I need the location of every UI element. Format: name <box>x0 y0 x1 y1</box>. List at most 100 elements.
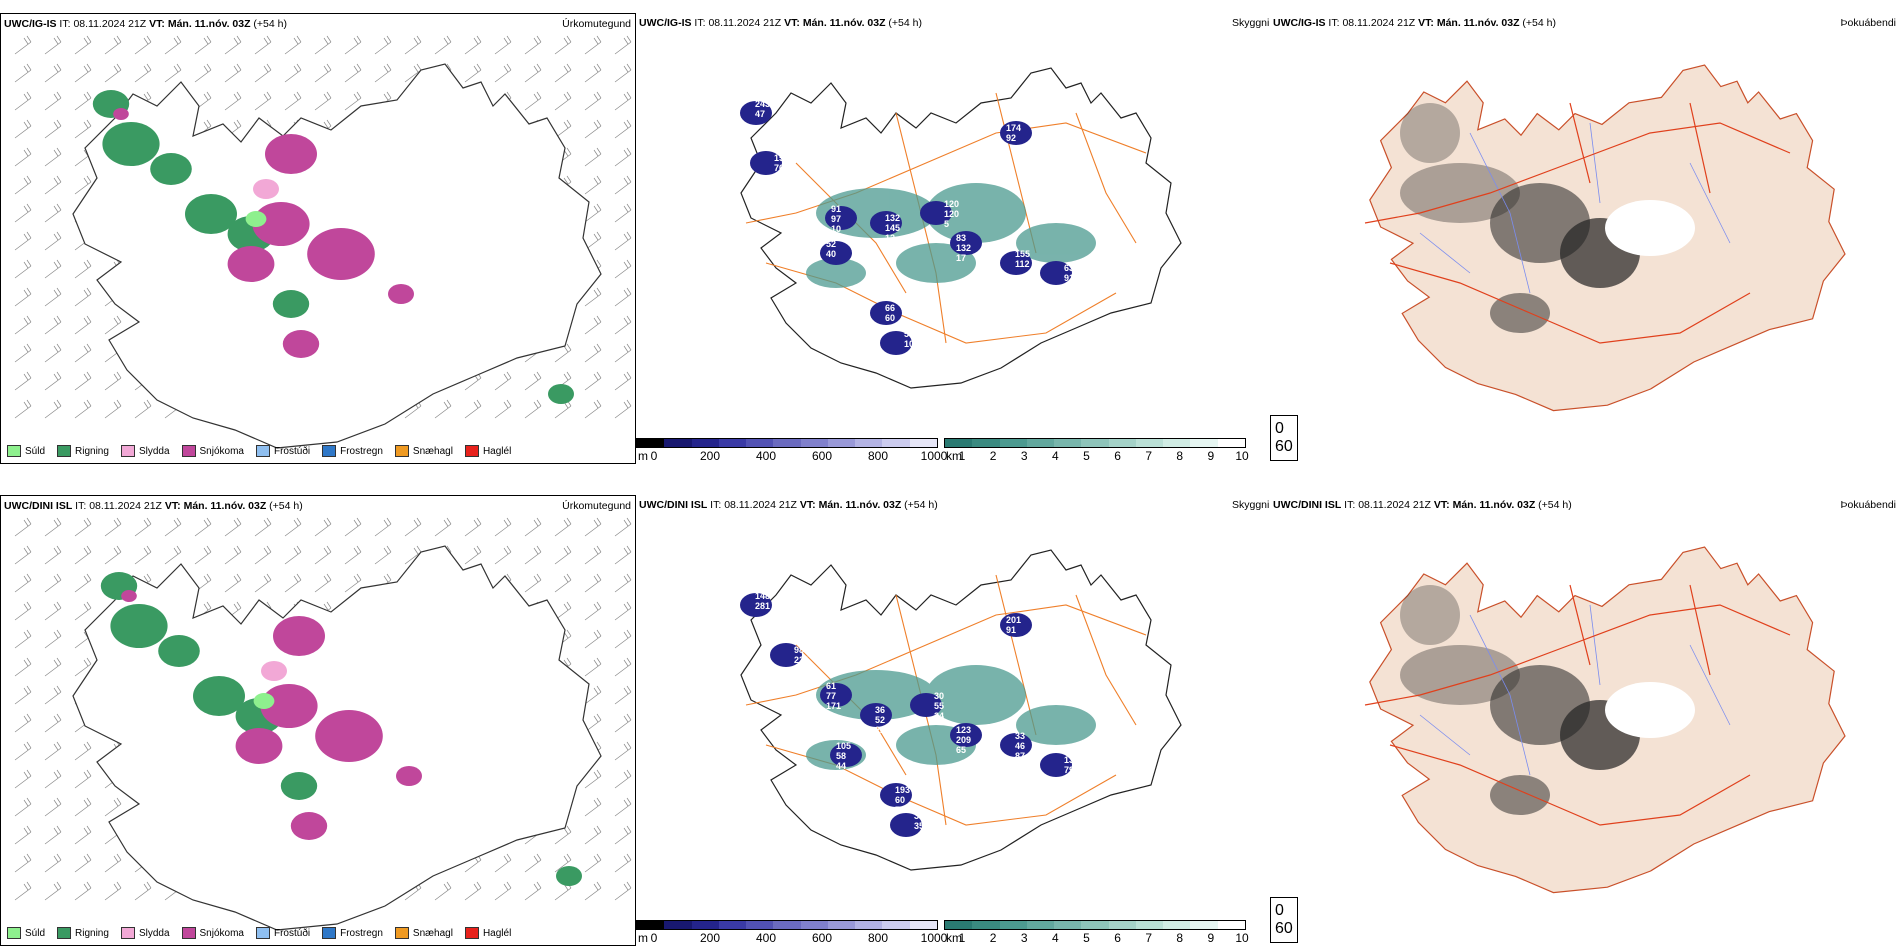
legend-item: Snjókoma <box>181 445 244 457</box>
colorbar-segment <box>1108 439 1136 447</box>
precip-cell <box>261 661 287 681</box>
visibility-ticks: km 1 2 3 4 5 6 7 8 9 10 <box>944 931 1249 945</box>
colorbar-tick: 7 <box>1145 449 1152 463</box>
colorbar-segment <box>637 439 665 447</box>
colorbar-segment <box>800 921 828 929</box>
cloud-base-label: 66 <box>885 303 895 313</box>
colorbar-tick: 800 <box>867 931 889 945</box>
cloud-base-ticks: m 0 200 400 600 800 1000 <box>636 931 947 945</box>
fog-legend-row: 60 <box>1275 920 1293 938</box>
precip-panel-title: UWC/IG-IS IT: 08.11.2024 21Z VT: Mán. 11… <box>4 18 287 30</box>
visibility-colorbar <box>944 438 1246 448</box>
precip-cell <box>273 616 325 656</box>
iceland-fog-map <box>1364 546 1846 894</box>
cloud-base-label: 87 <box>1015 751 1025 761</box>
colorbar-segment <box>882 439 910 447</box>
cloud-base-label: 10 <box>831 224 841 234</box>
legend-swatch <box>322 927 337 939</box>
precip-cell <box>260 684 318 728</box>
colorbar-tick: 5 <box>1083 931 1090 945</box>
colorbar-segment <box>664 921 692 929</box>
cloud-base-label: 355 <box>914 821 929 831</box>
cloud-base-label: 5 <box>944 219 949 229</box>
fog-label: Þokuábendi <box>1840 499 1896 511</box>
colorbar-tick: 9 <box>1207 931 1215 945</box>
precip-type-panel-row2: UWC/DINI ISL IT: 08.11.2024 21Z VT: Mán.… <box>0 495 636 946</box>
cloud-base-label: 47 <box>755 109 765 119</box>
visibility-panel-row2: UWC/DINI ISL IT: 08.11.2024 21Z VT: Mán.… <box>636 495 1276 946</box>
precip-cell <box>556 866 582 886</box>
cloud-base-label: 55 <box>934 701 944 711</box>
visibility-label: Skyggni <box>1232 17 1270 29</box>
colorbar-segment <box>827 439 856 447</box>
precip-cell <box>315 710 383 762</box>
legend-swatch <box>7 927 21 939</box>
visibility-colorbar <box>944 920 1246 930</box>
cloud-base-label: 65 <box>956 745 966 755</box>
legend-label: Frostúði <box>273 445 311 457</box>
cloud-base-label: 103 <box>1064 775 1079 785</box>
colorbar-segment <box>972 921 1000 929</box>
cloud-base-label: 108 <box>904 339 919 349</box>
colorbar-tick: 8 <box>1176 449 1184 463</box>
legend-swatch <box>255 445 270 457</box>
cloud-base-label: 137 <box>1064 755 1079 765</box>
cloud-base-label: 123 <box>956 725 971 735</box>
cloud-base-label: 243 <box>755 99 770 109</box>
cloud-base-label: 105 <box>836 741 851 751</box>
colorbar-segment <box>882 921 910 929</box>
colorbar-segment <box>1026 921 1055 929</box>
colorbar-tick: 0 <box>650 449 658 463</box>
cloud-base-label: 12 <box>885 233 895 243</box>
legend-item: Snæhagl <box>394 445 453 457</box>
legend-label: Snæhagl <box>412 445 453 457</box>
colorbar-tick: 6 <box>1114 449 1121 463</box>
colorbar-unit: km <box>946 449 962 463</box>
colorbar-tick: 200 <box>699 931 721 945</box>
colorbar-tick: 2 <box>989 931 997 945</box>
visibility-label: Skyggni <box>1232 499 1270 511</box>
legend-item: Snjókoma <box>181 927 244 939</box>
fog-legend-label: 60 <box>1275 920 1293 937</box>
colorbar-segment <box>746 439 774 447</box>
precip-cell <box>193 676 245 716</box>
legend-swatch <box>120 927 135 939</box>
cloud-base-label: 76 <box>774 163 784 173</box>
legend-swatch <box>464 445 479 457</box>
precip-cell <box>307 228 375 280</box>
rivers <box>1419 604 1731 776</box>
legend-swatch <box>255 927 270 939</box>
legend-item: Snæhagl <box>394 927 453 939</box>
legend-label: Snjókoma <box>199 445 244 457</box>
colorbar-segment <box>1217 921 1245 929</box>
fog-legend: 0 60 <box>1270 897 1298 943</box>
colorbar-tick: 800 <box>867 449 889 463</box>
cloud-base-label: 60 <box>885 313 895 323</box>
cloud-base-label: 52 <box>875 715 885 725</box>
legend-swatch <box>57 445 72 457</box>
precip-cell <box>227 246 275 282</box>
cloud-base-label: 31 <box>914 811 924 821</box>
colorbar-tick: 2 <box>989 449 997 463</box>
cloud-base-label: 159 <box>774 153 789 163</box>
colorbar-segment <box>800 439 828 447</box>
legend-item: Súld <box>7 927 45 939</box>
colorbar-tick: 1000 <box>920 449 948 463</box>
colorbar-tick: 200 <box>699 449 721 463</box>
colorbar-unit: m <box>638 931 648 945</box>
legend-label: Haglél <box>482 445 512 457</box>
legend-label: Frostregn <box>340 445 383 457</box>
cloud-base-label: 83 <box>956 233 966 243</box>
precip-cell <box>265 134 317 174</box>
precip-cell <box>235 728 283 764</box>
iceland-precip-map <box>14 517 632 931</box>
colorbar-tick: 600 <box>811 931 833 945</box>
colorbar-tick: 4 <box>1051 449 1059 463</box>
colorbar-segment <box>746 921 774 929</box>
colorbar-segment <box>691 921 719 929</box>
legend-item: Rigning <box>57 927 109 939</box>
colorbar-unit: m <box>638 449 648 463</box>
low-visibility-area <box>806 665 1096 770</box>
colorbar-segment <box>664 439 692 447</box>
cloud-base-label: 73 <box>895 805 905 815</box>
